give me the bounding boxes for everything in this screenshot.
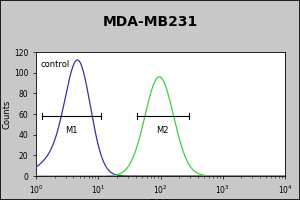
Text: control: control	[41, 60, 70, 69]
Text: MDA-MB231: MDA-MB231	[102, 15, 198, 29]
Text: M1: M1	[65, 126, 78, 135]
Text: M2: M2	[156, 126, 169, 135]
Y-axis label: Counts: Counts	[2, 99, 11, 129]
X-axis label: FL1-H: FL1-H	[148, 199, 172, 200]
